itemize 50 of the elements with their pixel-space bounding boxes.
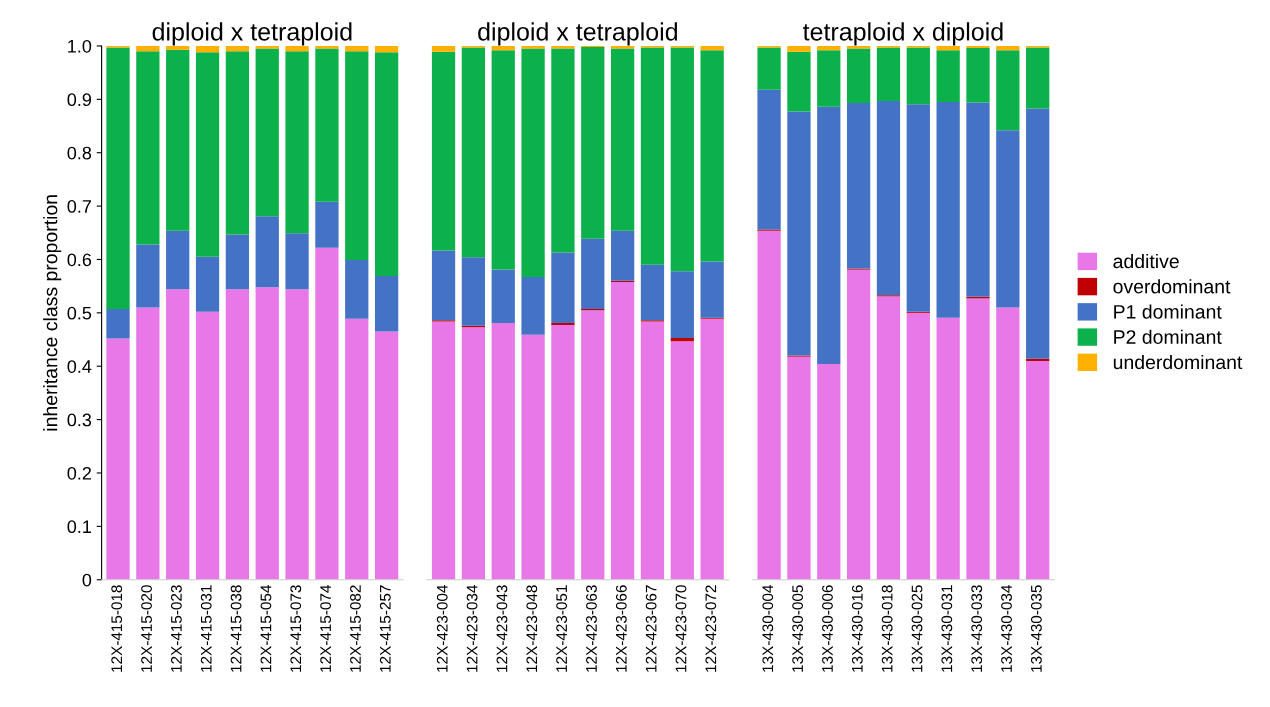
y-tick-label: 0.8 — [67, 146, 92, 160]
x-tick-label: 12X-423-051 — [556, 585, 568, 672]
x-tick-label: 13X-430-018 — [881, 585, 893, 672]
x-tick-label: 12X-415-054 — [260, 585, 272, 672]
x-tick-label: 12X-423-043 — [496, 585, 508, 672]
x-tick-label: 12X-423-072 — [705, 585, 717, 672]
y-tick-label: 0.1 — [67, 520, 91, 534]
chart-title: diploid x tetraploid — [152, 22, 352, 46]
x-tick-label: 12X-423-070 — [675, 585, 687, 672]
x-tick-label: 12X-423-034 — [466, 585, 478, 672]
x-tick-label: 12X-423-004 — [436, 585, 448, 672]
x-tick-label: 13X-430-033 — [971, 585, 983, 672]
x-tick-label: 13X-430-034 — [1001, 585, 1012, 672]
chart-title: tetraploid x diploid — [803, 22, 1003, 46]
y-tick-label: 0.4 — [67, 360, 92, 373]
y-tick-label: 0 — [82, 573, 92, 587]
y-tick-label: 0.7 — [67, 200, 91, 213]
x-tick-label: 12X-415-020 — [141, 585, 152, 672]
x-tick-label: 13X-430-004 — [762, 585, 774, 672]
x-tick-label: 12X-415-073 — [290, 585, 302, 672]
x-tick-label: 12X-423-066 — [615, 585, 627, 672]
x-tick-label: 12X-415-018 — [111, 585, 123, 672]
x-tick-label: 13X-430-016 — [851, 585, 863, 672]
chart-title: diploid x tetraploid — [478, 22, 677, 46]
legend-label: P2 dominant — [1114, 329, 1222, 344]
y-tick-label: 0.6 — [67, 253, 92, 267]
x-tick-label: 13X-430-035 — [1030, 585, 1042, 672]
x-tick-label: 12X-423-063 — [586, 585, 597, 672]
y-axis-title: inheritance class proportion — [43, 195, 62, 431]
legend-label: P1 dominant — [1114, 304, 1222, 319]
y-tick-label: 0.3 — [67, 413, 92, 427]
x-tick-label: 13X-430-005 — [792, 585, 804, 672]
y-tick-label: 1.0 — [68, 39, 92, 53]
x-tick-label: 13X-430-025 — [911, 585, 923, 672]
x-tick-label: 12X-415-082 — [350, 585, 361, 672]
x-tick-label: 12X-415-023 — [170, 585, 182, 672]
x-tick-label: 12X-415-257 — [379, 585, 391, 672]
legend-label: underdominant — [1113, 354, 1243, 370]
legend-label: additive — [1113, 253, 1179, 269]
x-tick-label: 12X-423-048 — [526, 585, 538, 672]
x-tick-label: 12X-423-067 — [645, 585, 657, 672]
y-tick-label: 0.5 — [67, 306, 92, 320]
y-tick-label: 0.2 — [67, 466, 91, 480]
x-tick-label: 12X-415-038 — [230, 585, 242, 672]
x-tick-label: 12X-415-074 — [320, 585, 332, 672]
x-tick-label: 13X-430-006 — [822, 585, 833, 672]
legend-label: overdominant — [1113, 279, 1231, 294]
y-tick-label: 0.9 — [67, 93, 92, 107]
x-tick-label: 13X-430-031 — [941, 585, 953, 672]
x-tick-label: 12X-415-031 — [200, 585, 212, 672]
